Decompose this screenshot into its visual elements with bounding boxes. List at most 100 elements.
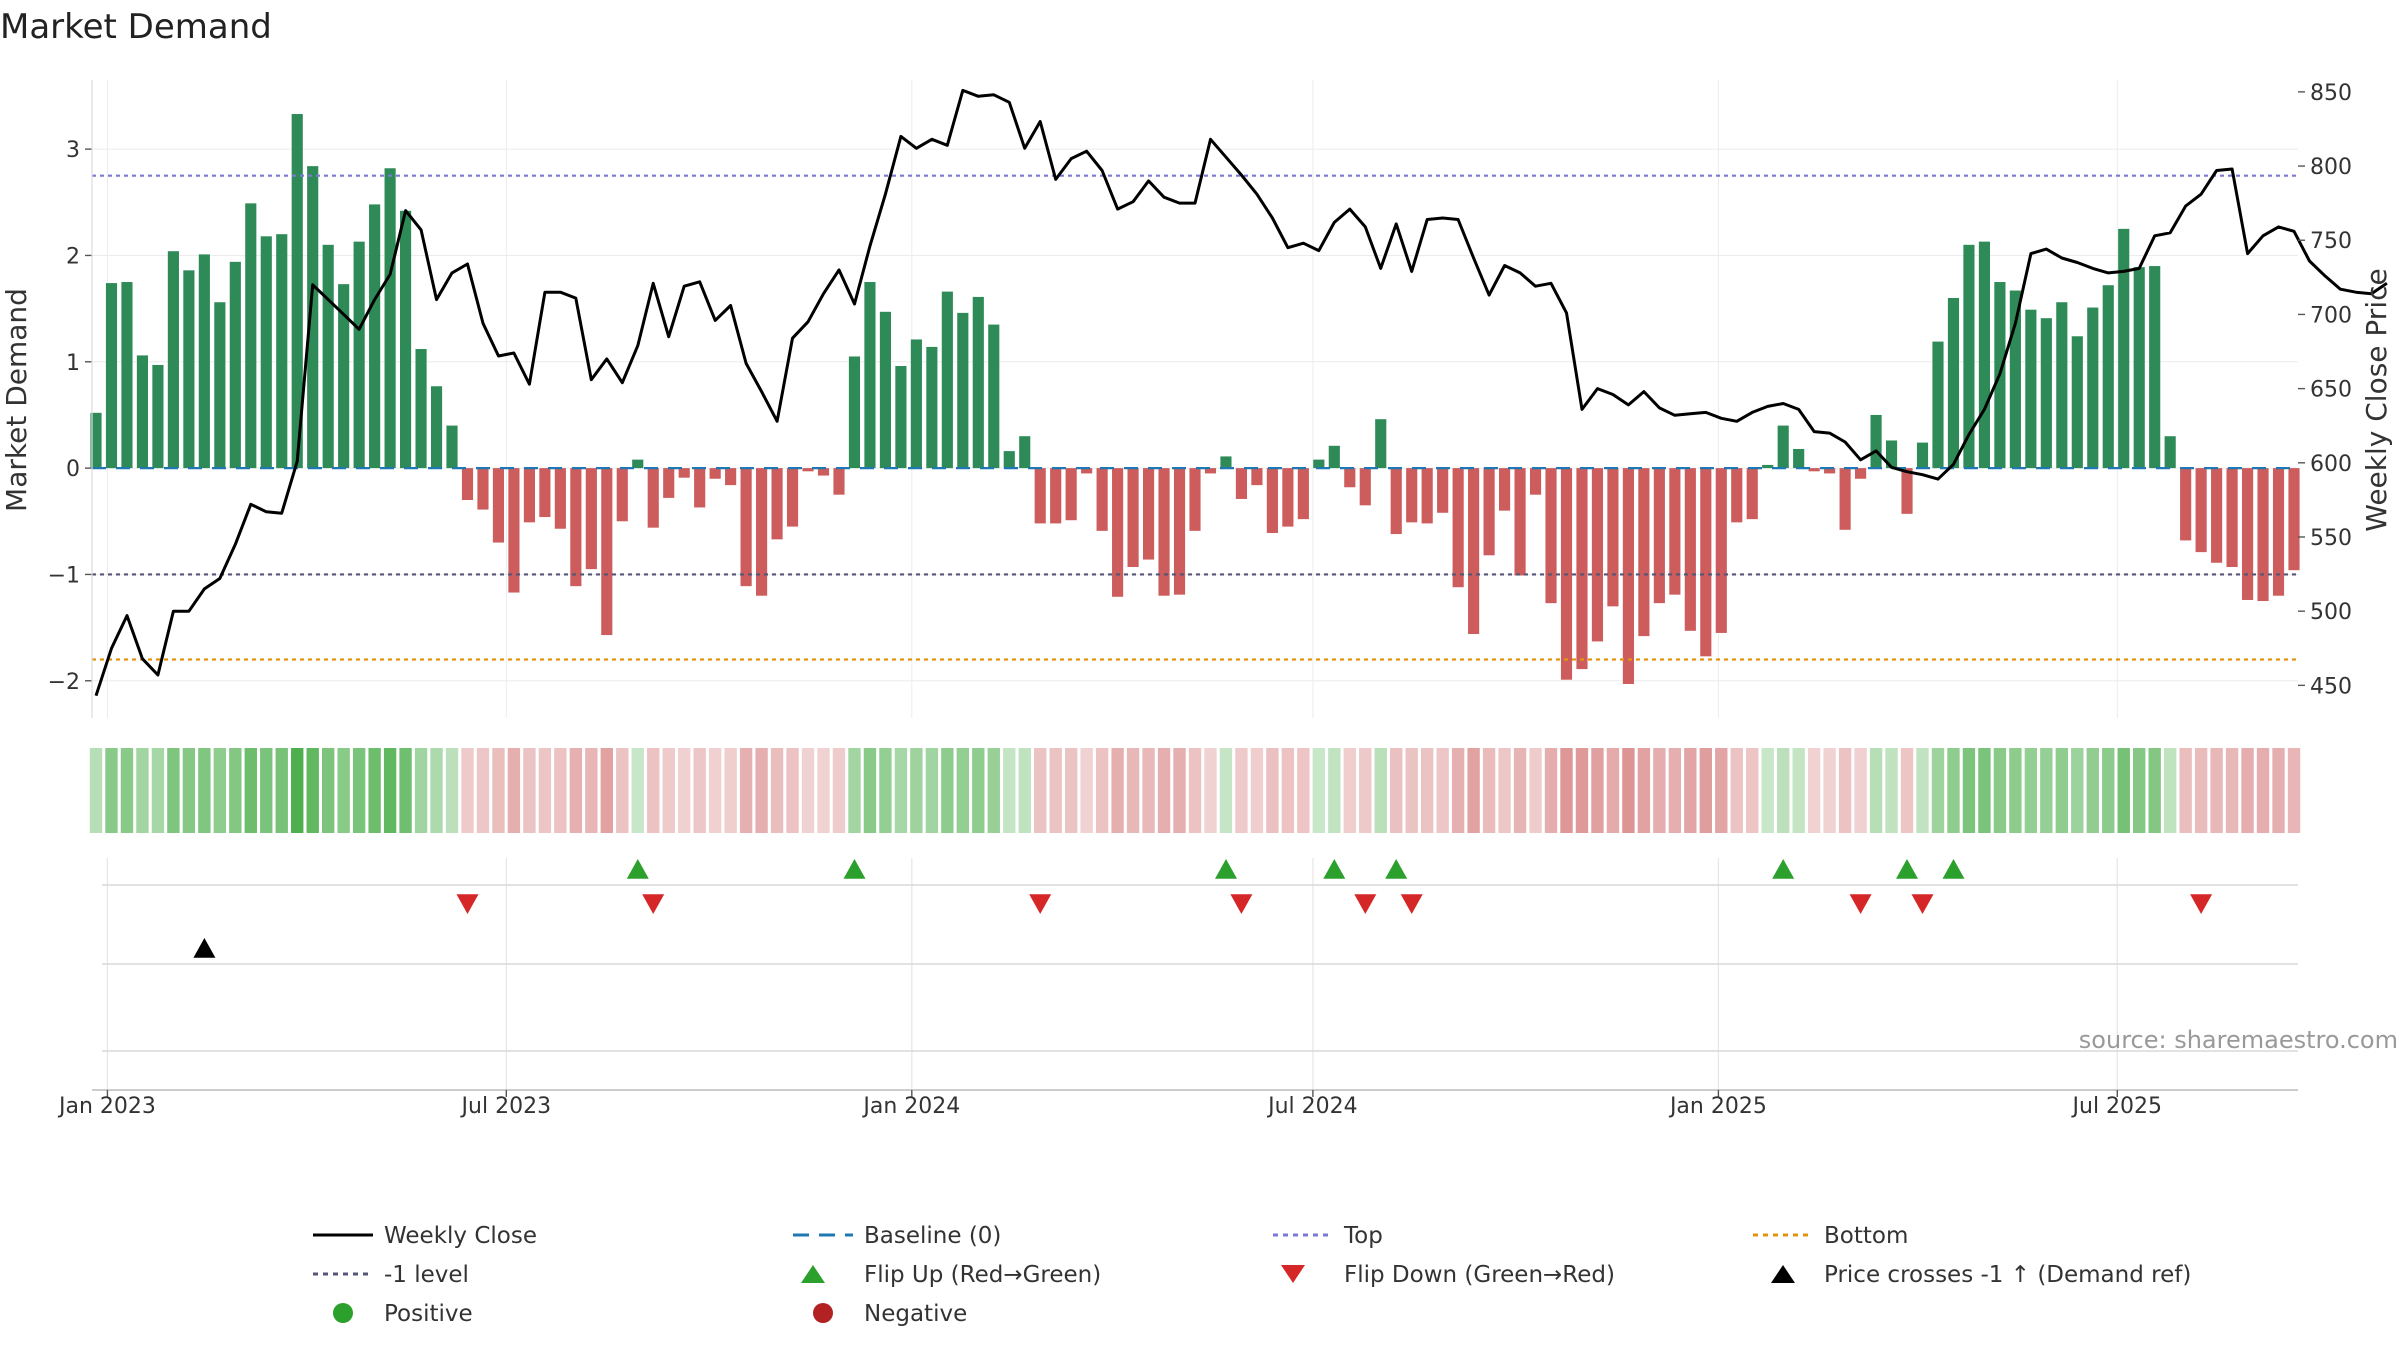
heat-cell-121	[1962, 748, 1976, 833]
heat-cell-53	[910, 748, 923, 833]
demand-bar-70	[1173, 468, 1186, 595]
heat-cell-135	[2179, 748, 2192, 833]
heat-cell-85	[1405, 748, 1418, 833]
heat-cell-62	[1049, 748, 1062, 833]
heat-cell-20	[399, 748, 412, 833]
demand-bar-120	[1947, 297, 1960, 469]
demand-bar-25	[477, 468, 489, 510]
x-tick-label-3: Jul 2024	[1266, 1094, 1358, 1119]
demand-heat-strip	[89, 748, 2301, 833]
heat-cell-114	[1854, 748, 1867, 833]
heat-cell-123	[1993, 748, 2007, 833]
demand-bar-75	[1251, 468, 1263, 486]
demand-bar-91	[1499, 468, 1511, 511]
heat-cell-103	[1684, 748, 1697, 833]
demand-bar-39	[694, 468, 706, 508]
heat-cell-132	[2133, 748, 2146, 833]
heat-cell-48	[832, 748, 846, 833]
demand-bar-81	[1344, 468, 1356, 488]
heat-cell-138	[2225, 748, 2239, 833]
demand-bar-57	[972, 296, 984, 469]
demand-bar-98	[1607, 468, 1619, 607]
right-tick-label-4: 650	[2310, 378, 2352, 403]
heat-cell-118	[1916, 748, 1929, 833]
demand-bar-128	[2071, 336, 2083, 469]
heat-cell-140	[2256, 748, 2270, 833]
heat-cell-0	[89, 748, 103, 833]
flip-down-marker-3	[1230, 894, 1253, 914]
heat-cell-115	[1869, 748, 1883, 833]
heat-cell-50	[863, 748, 877, 833]
left-tick-label-5: 3	[66, 138, 80, 163]
heat-cell-127	[2055, 748, 2069, 833]
heat-cell-131	[2117, 748, 2130, 833]
heat-cell-106	[1730, 748, 1743, 833]
legend-label-negative: Negative	[864, 1301, 967, 1327]
demand-bar-129	[2087, 307, 2099, 469]
demand-bar-72	[1204, 468, 1217, 474]
right-tick-label-6: 750	[2310, 229, 2352, 254]
heat-cell-16	[337, 748, 350, 833]
demand-bar-134	[2164, 436, 2176, 469]
heat-cell-39	[693, 748, 706, 833]
heat-cell-4	[151, 748, 165, 833]
demand-bar-12	[276, 234, 288, 469]
heat-cell-23	[445, 748, 459, 833]
demand-bar-85	[1406, 468, 1418, 523]
left-tick-label-3: 1	[66, 351, 80, 376]
demand-bar-78	[1297, 468, 1309, 520]
demand-bar-92	[1514, 468, 1526, 576]
right-tick-label-3: 600	[2310, 452, 2352, 477]
flip-down-marker-5	[1400, 894, 1423, 914]
demand-bar-48	[833, 468, 845, 495]
chart-title: Market Demand	[0, 7, 272, 47]
heat-cell-111	[1807, 748, 1821, 833]
heat-cell-63	[1064, 748, 1078, 833]
legend-item-weekly-close: Weekly Close	[313, 1223, 537, 1249]
demand-bar-119	[1932, 341, 1944, 469]
heat-cell-141	[2272, 748, 2285, 833]
heat-cell-26	[492, 748, 505, 833]
legend-label-positive: Positive	[384, 1301, 473, 1327]
heat-cell-83	[1374, 748, 1387, 833]
heat-cell-76	[1266, 748, 1279, 833]
heat-cell-46	[801, 748, 815, 833]
heat-cell-96	[1575, 748, 1589, 833]
demand-bar-100	[1638, 468, 1650, 637]
demand-bar-69	[1158, 468, 1170, 596]
legend-swatch-flip-up	[801, 1265, 825, 1283]
heat-cell-109	[1777, 748, 1790, 833]
demand-bar-142	[2288, 468, 2300, 571]
demand-bar-101	[1653, 468, 1665, 604]
heat-cell-78	[1297, 748, 1310, 833]
demand-bar-74	[1235, 468, 1248, 499]
legend-item-top: Top	[1273, 1223, 1383, 1249]
demand-bar-61	[1034, 468, 1046, 524]
demand-bar-45	[786, 468, 799, 527]
demand-bar-46	[802, 468, 814, 472]
weekly-close-line	[94, 88, 2388, 697]
heat-cell-35	[631, 748, 644, 833]
demand-bar-56	[957, 312, 969, 469]
heat-cell-18	[368, 748, 381, 833]
demand-bar-15	[322, 244, 334, 469]
heat-cell-124	[2009, 748, 2022, 833]
demand-bar-116	[1885, 440, 1898, 469]
heat-cell-61	[1034, 748, 1047, 833]
demand-bar-93	[1529, 468, 1542, 495]
legend-item-positive: Positive	[333, 1301, 473, 1327]
heat-cell-25	[476, 748, 490, 833]
heat-cell-44	[770, 748, 784, 833]
heat-cell-40	[708, 748, 722, 833]
demand-bar-55	[941, 291, 953, 469]
heat-cell-54	[925, 748, 939, 833]
right-tick-label-0: 450	[2310, 674, 2352, 699]
demand-bar-63	[1065, 468, 1077, 521]
heat-cell-119	[1931, 748, 1945, 833]
demand-bar-30	[554, 468, 566, 529]
demand-bar-105	[1715, 468, 1727, 633]
demand-bar-90	[1483, 468, 1495, 556]
legend-label-top: Top	[1343, 1223, 1383, 1249]
heat-cell-110	[1792, 748, 1805, 833]
